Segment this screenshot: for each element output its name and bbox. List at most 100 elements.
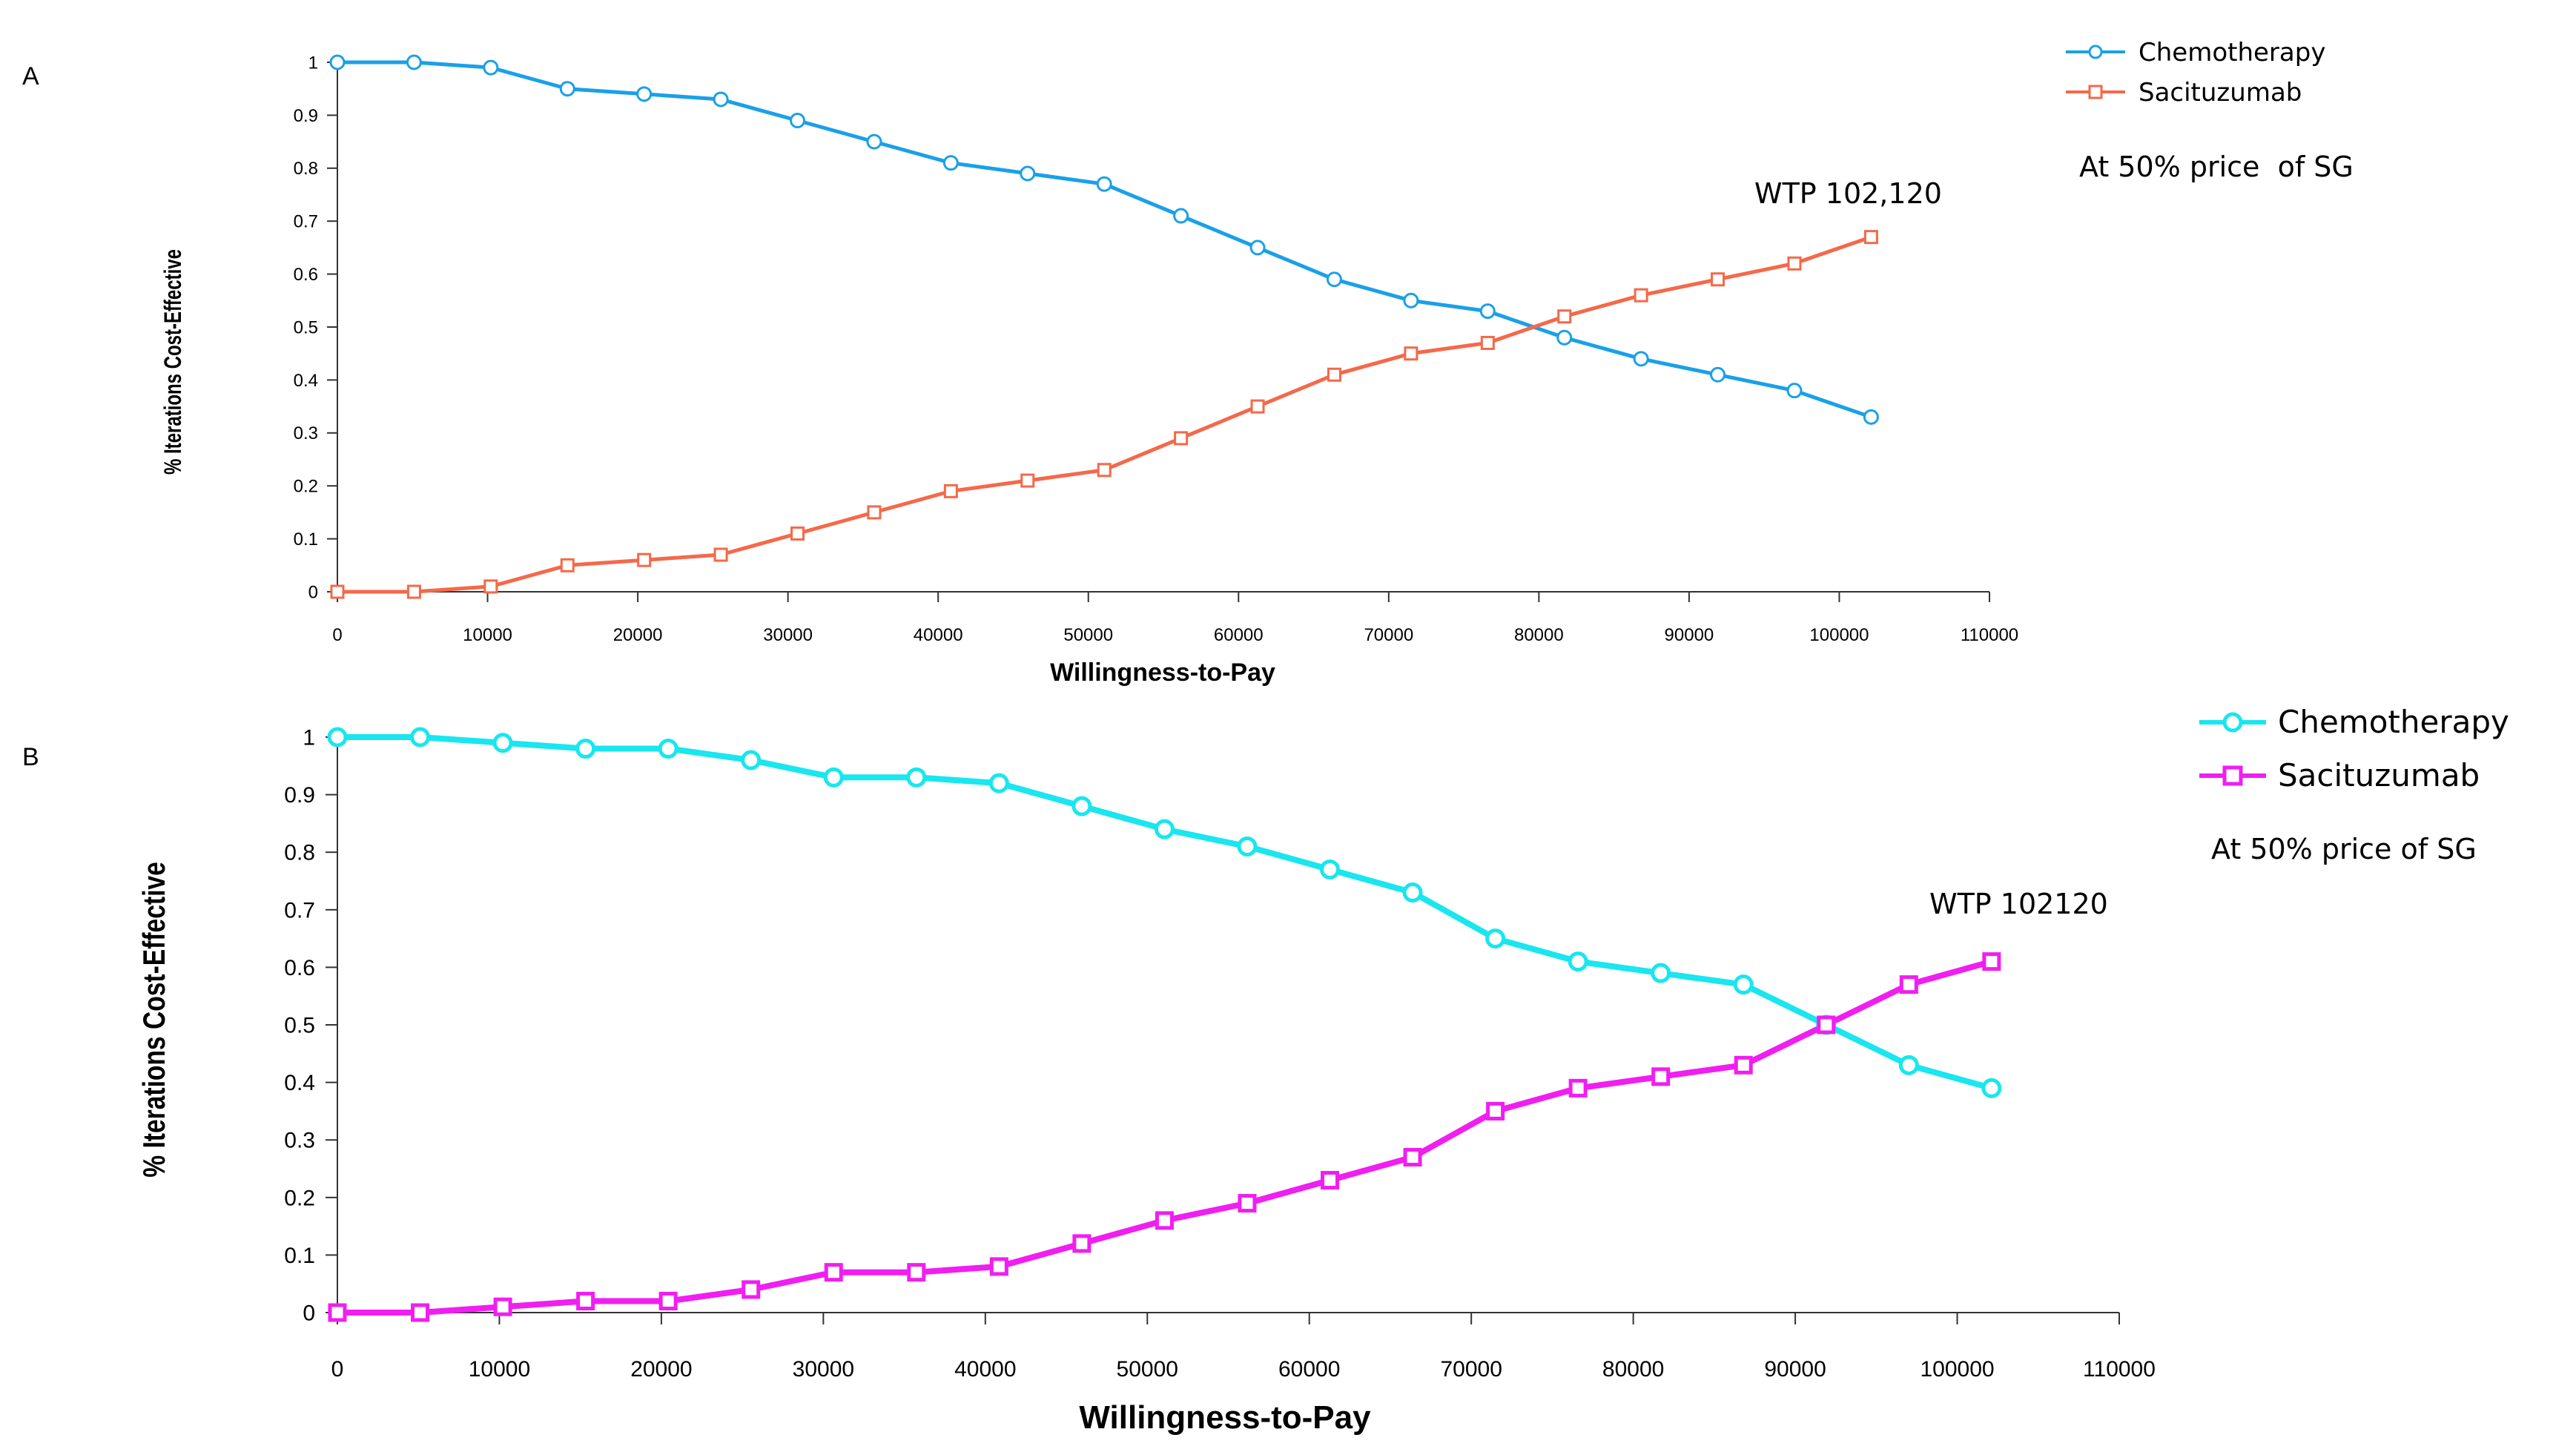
- data-point-sacituzumab: [790, 526, 805, 541]
- data-point-chemotherapy: [1249, 240, 1266, 256]
- y-tick-label: 0.3: [284, 1129, 315, 1153]
- data-point-chemotherapy: [713, 91, 729, 108]
- panel-a-y-axis-title: % Iterations Cost-Effective: [159, 249, 186, 475]
- data-point-chemotherapy: [942, 155, 959, 171]
- panel-a-price-note: At 50% price of SG: [2079, 151, 2354, 183]
- panel-a-x-axis-title: Willingness-to-Pay: [1050, 659, 1275, 687]
- data-point-chemotherapy: [492, 733, 513, 753]
- y-tick-label: 0.5: [294, 317, 318, 337]
- data-point-sacituzumab: [1863, 230, 1878, 245]
- data-point-chemotherapy: [1237, 836, 1258, 857]
- panel-b: B 0 0.1 0.2 0.3 0.4 0.5 0.6 0.7 0.8 0.9 1 0 10000 200…: [22, 704, 2509, 1436]
- data-point-sacituzumab: [560, 558, 575, 572]
- y-tick-label: 0.3: [294, 423, 318, 443]
- data-point-sacituzumab: [1711, 272, 1725, 287]
- data-point-sacituzumab: [1651, 1067, 1671, 1086]
- data-point-sacituzumab: [1899, 975, 1918, 994]
- series-line-chemotherapy: [334, 734, 1995, 1092]
- x-tick-label: 20000: [613, 625, 663, 645]
- data-point-sacituzumab: [867, 505, 882, 520]
- data-point-sacituzumab: [328, 1303, 347, 1322]
- y-tick-label: 0.6: [294, 265, 318, 285]
- data-point-sacituzumab: [1480, 335, 1495, 350]
- data-point-sacituzumab: [658, 1291, 678, 1310]
- x-tick-label: 40000: [954, 1357, 1016, 1382]
- panel-b-axes: 0 0.1 0.2 0.3 0.4 0.5 0.6 0.7 0.8 0.9 1 0 10000 20000…: [284, 726, 2156, 1382]
- data-point-sacituzumab: [637, 552, 652, 567]
- x-tick-label: 80000: [1602, 1357, 1664, 1382]
- data-point-sacituzumab: [1982, 952, 2001, 971]
- x-tick-label: 110000: [1961, 625, 2018, 645]
- panel-a-wtp-annotation: WTP 102,120: [1754, 177, 1942, 210]
- data-point-chemotherapy: [1786, 383, 1803, 399]
- x-tick-label: 30000: [763, 625, 813, 645]
- x-tick-label: 10000: [469, 1357, 530, 1382]
- data-point-sacituzumab: [1174, 431, 1189, 446]
- x-tick-label: 10000: [463, 625, 512, 645]
- x-tick-label: 0: [331, 1357, 344, 1382]
- x-tick-label: 60000: [1214, 625, 1264, 645]
- y-tick-label: 0.2: [284, 1186, 315, 1210]
- legend-label-chemotherapy: Chemotherapy: [2278, 704, 2509, 740]
- legend-item-sacituzumab: Sacituzumab: [2066, 78, 2302, 108]
- data-point-chemotherapy: [988, 773, 1009, 793]
- x-tick-label: 70000: [1364, 625, 1413, 645]
- x-tick-label: 30000: [793, 1357, 854, 1382]
- data-point-sacituzumab: [1321, 1171, 1340, 1190]
- data-point-chemotherapy: [406, 54, 422, 70]
- data-point-sacituzumab: [406, 584, 421, 599]
- y-tick-label: 0.4: [284, 1071, 315, 1095]
- data-point-chemotherapy: [1485, 928, 1506, 949]
- data-point-chemotherapy: [1568, 951, 1588, 972]
- data-point-chemotherapy: [1710, 366, 1726, 383]
- panel-b-label: B: [22, 743, 39, 771]
- data-point-chemotherapy: [575, 739, 596, 759]
- legend-item-chemotherapy: Chemotherapy: [2199, 704, 2509, 740]
- panel-b-wtp-annotation: WTP 102120: [1929, 888, 2108, 920]
- data-point-sacituzumab: [1568, 1078, 1588, 1098]
- data-point-sacituzumab: [1634, 288, 1648, 303]
- data-point-chemotherapy: [741, 750, 762, 770]
- data-point-chemotherapy: [866, 133, 882, 150]
- y-tick-label: 0.7: [284, 898, 315, 923]
- data-point-chemotherapy: [1981, 1078, 2002, 1098]
- x-tick-label: 90000: [1665, 625, 1714, 645]
- data-point-sacituzumab: [1097, 463, 1112, 478]
- data-point-sacituzumab: [742, 1280, 761, 1299]
- y-tick-label: 0.1: [284, 1244, 315, 1268]
- data-point-sacituzumab: [1072, 1234, 1092, 1253]
- x-tick-label: 90000: [1764, 1357, 1826, 1382]
- legend-label-sacituzumab: Sacituzumab: [2139, 78, 2302, 108]
- panel-b-x-axis-title: Willingness-to-Pay: [1079, 1399, 1371, 1436]
- data-point-chemotherapy: [559, 81, 575, 97]
- data-point-sacituzumab: [989, 1257, 1008, 1276]
- legend-item-chemotherapy: Chemotherapy: [2066, 38, 2325, 67]
- data-point-chemotherapy: [1863, 409, 1879, 425]
- data-point-sacituzumab: [493, 1297, 512, 1316]
- y-tick-label: 0: [308, 582, 318, 602]
- x-tick-label: 80000: [1514, 625, 1564, 645]
- y-tick-label: 0: [303, 1301, 315, 1326]
- legend-label-sacituzumab: Sacituzumab: [2278, 757, 2480, 793]
- x-tick-label: 100000: [1809, 625, 1869, 645]
- data-point-chemotherapy: [636, 86, 653, 102]
- data-point-chemotherapy: [658, 739, 678, 759]
- x-tick-label: 70000: [1440, 1357, 1502, 1382]
- data-point-chemotherapy: [1733, 974, 1754, 995]
- data-point-sacituzumab: [1403, 1147, 1422, 1166]
- data-point-sacituzumab: [1817, 1015, 1836, 1034]
- y-tick-label: 0.8: [284, 841, 315, 865]
- y-tick-label: 0.4: [294, 371, 318, 391]
- data-point-chemotherapy: [790, 113, 806, 129]
- data-point-sacituzumab: [1238, 1194, 1257, 1213]
- data-point-sacituzumab: [713, 547, 728, 562]
- x-tick-label: 0: [332, 625, 342, 645]
- data-point-sacituzumab: [411, 1303, 430, 1322]
- data-point-sacituzumab: [1250, 399, 1265, 414]
- y-tick-label: 0.9: [294, 106, 318, 126]
- legend-marker-sacituzumab: [2088, 85, 2103, 99]
- data-point-chemotherapy: [327, 727, 348, 748]
- data-point-chemotherapy: [1320, 859, 1341, 880]
- x-tick-label: 20000: [630, 1357, 692, 1382]
